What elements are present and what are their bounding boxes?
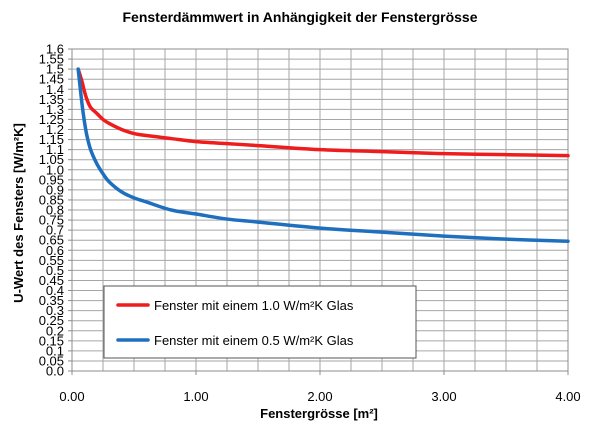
legend-label-1: Fenster mit einem 1.0 W/m²K Glas bbox=[154, 298, 354, 313]
series-lines bbox=[76, 67, 570, 243]
y-tick-label: 0.0 bbox=[46, 364, 64, 379]
x-axis-ticks: 0.00 1.00 2.00 3.00 4.00 bbox=[59, 371, 581, 404]
y-tick-label: 0.15 bbox=[39, 333, 64, 348]
y-tick-label: 1.1 bbox=[46, 142, 64, 157]
chart-title: Fensterdämmwert in Anhängigkeit der Fens… bbox=[122, 9, 477, 25]
y-tick-label: 1.5 bbox=[46, 62, 64, 77]
y-tick-label: 0.8 bbox=[46, 203, 64, 218]
x-tick-label: 0.00 bbox=[59, 389, 84, 404]
y-tick-label: 1.0 bbox=[46, 162, 64, 177]
y-tick-label: 0.35 bbox=[39, 293, 64, 308]
legend: Fenster mit einem 1.0 W/m²K Glas Fenster … bbox=[103, 285, 417, 359]
y-tick-label: 1.4 bbox=[46, 82, 64, 97]
y-axis-title: U-Wert des Fensters [W/m²K] bbox=[11, 123, 26, 303]
legend-items: Fenster mit einem 1.0 W/m²K Glas Fenster … bbox=[116, 298, 354, 348]
y-tick-label: 0.3 bbox=[46, 303, 64, 318]
y-tick-label: 0.55 bbox=[39, 253, 64, 268]
y-tick-label: 0.25 bbox=[39, 313, 64, 328]
series-line-2 bbox=[76, 67, 570, 243]
y-tick-label: 1.3 bbox=[46, 102, 64, 117]
x-tick-label: 1.00 bbox=[183, 389, 208, 404]
y-tick-label: 0.75 bbox=[39, 213, 64, 228]
y-tick-label: 0.65 bbox=[39, 233, 64, 248]
y-tick-label: 0.1 bbox=[46, 343, 64, 358]
y-tick-label: 0.45 bbox=[39, 273, 64, 288]
y-tick-label: 0.95 bbox=[39, 172, 64, 187]
y-tick-label: 1.15 bbox=[39, 132, 64, 147]
series-line-1 bbox=[76, 67, 570, 158]
y-tick-label: 1.45 bbox=[39, 72, 64, 87]
y-tick-label: 0.2 bbox=[46, 323, 64, 338]
legend-box bbox=[103, 285, 417, 359]
legend-label-2: Fenster mit einem 0.5 W/m²K Glas bbox=[154, 333, 354, 348]
y-tick-label: 0.05 bbox=[39, 353, 64, 368]
y-tick-label: 0.4 bbox=[46, 283, 64, 298]
x-axis-title: Fenstergrösse [m²] bbox=[260, 406, 378, 421]
y-tick-label: 1.55 bbox=[39, 52, 64, 67]
y-tick-label: 0.5 bbox=[46, 263, 64, 278]
y-tick-label: 1.05 bbox=[39, 152, 64, 167]
y-tick-label: 0.7 bbox=[46, 223, 64, 238]
y-tick-label: 0.9 bbox=[46, 182, 64, 197]
y-tick-label: 1.35 bbox=[39, 92, 64, 107]
y-tick-label: 0.85 bbox=[39, 192, 64, 207]
x-tick-label: 4.00 bbox=[555, 389, 580, 404]
y-tick-label: 1.25 bbox=[39, 112, 64, 127]
y-axis-ticks: 0.00.050.10.150.20.250.30.350.40.450.50.… bbox=[39, 42, 72, 379]
x-tick-label: 2.00 bbox=[307, 389, 332, 404]
y-tick-label: 0.6 bbox=[46, 243, 64, 258]
x-tick-label: 3.00 bbox=[431, 389, 456, 404]
y-tick-label: 1.2 bbox=[46, 122, 64, 137]
y-tick-label: 1.6 bbox=[46, 42, 64, 57]
